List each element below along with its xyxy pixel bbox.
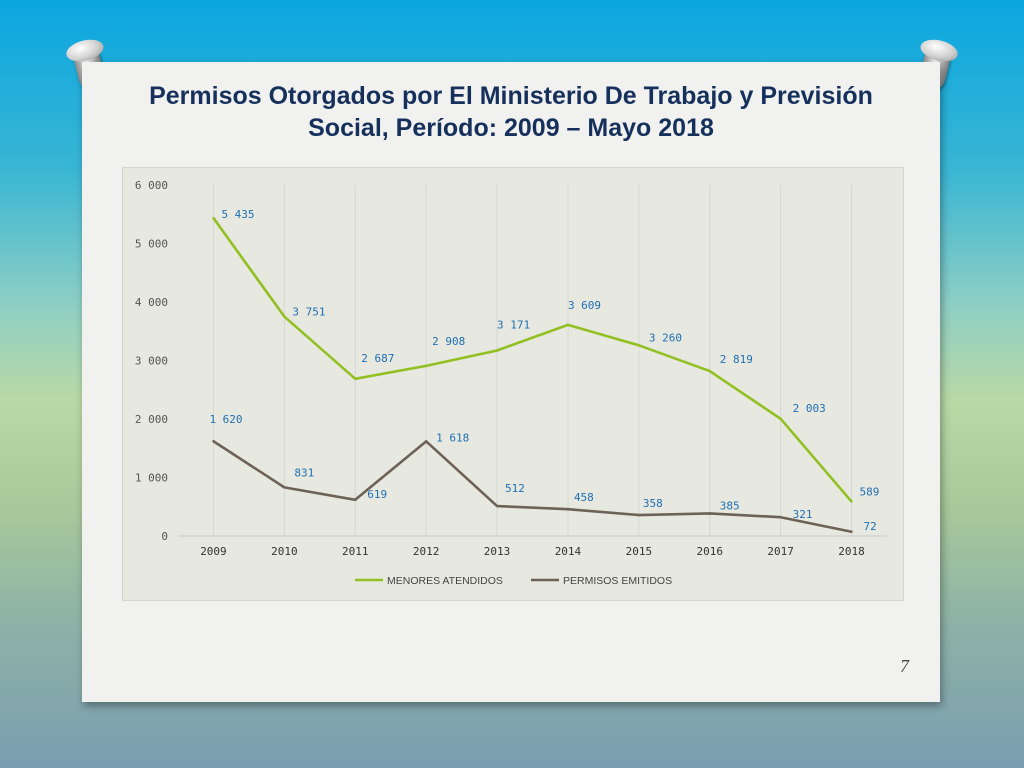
data-label-permisos-emitidos: 321 <box>793 508 813 521</box>
slide-title-line2: Social, Período: 2009 – Mayo 2018 <box>308 114 714 142</box>
data-point-permisos-emitidos <box>212 440 215 443</box>
data-point-permisos-emitidos <box>637 513 641 517</box>
data-label-permisos-emitidos: 512 <box>505 482 525 495</box>
x-tick-label: 2014 <box>555 545 582 558</box>
data-label-permisos-emitidos: 358 <box>643 497 663 510</box>
y-tick-label: 4 000 <box>135 296 168 309</box>
data-label-menores-atendidos: 3 171 <box>497 318 530 331</box>
data-point-permisos-emitidos <box>708 512 711 515</box>
data-label-menores-atendidos: 2 908 <box>432 335 465 348</box>
y-tick-label: 1 000 <box>135 472 168 485</box>
x-tick-label: 2015 <box>626 545 653 558</box>
data-label-menores-atendidos: 5 435 <box>221 208 254 221</box>
legend-label-menores-atendidos: MENORES ATENDIDOS <box>387 575 503 587</box>
slide-title: Permisos Otorgados por El Ministerio De … <box>82 80 940 144</box>
x-tick-label: 2011 <box>342 545 369 558</box>
data-point-menores-atendidos <box>354 377 357 381</box>
page-number: 7 <box>900 656 909 676</box>
chart-area: 0 1 000 2 000 3 000 4 000 5 000 6 000 2009 2010 2… <box>122 167 904 601</box>
data-label-permisos-emitidos: 1 620 <box>209 413 242 426</box>
y-tick-label: 6 000 <box>135 179 168 192</box>
series-line-permisos-emitidos <box>212 440 852 534</box>
data-point-permisos-emitidos <box>850 530 853 533</box>
data-label-permisos-emitidos: 72 <box>864 520 877 533</box>
data-label-menores-atendidos: 2 003 <box>793 402 826 415</box>
data-point-menores-atendidos <box>495 349 499 352</box>
data-point-permisos-emitidos <box>495 504 499 508</box>
x-tick-label: 2013 <box>484 545 511 558</box>
data-point-permisos-emitidos <box>354 498 357 501</box>
x-tick-label: 2010 <box>271 545 298 558</box>
data-label-menores-atendidos: 589 <box>860 486 880 499</box>
data-point-menores-atendidos <box>424 364 428 368</box>
data-label-permisos-emitidos: 1 618 <box>436 431 469 444</box>
x-tick-label: 2016 <box>697 545 724 558</box>
data-label-permisos-emitidos: 831 <box>294 466 314 479</box>
x-tick-label: 2009 <box>200 545 227 558</box>
data-label-menores-atendidos: 3 751 <box>292 306 325 319</box>
data-label-menores-atendidos: 3 609 <box>568 299 601 312</box>
y-tick-label: 3 000 <box>135 355 168 368</box>
x-tick-label: 2018 <box>838 545 865 558</box>
data-point-menores-atendidos <box>850 500 853 503</box>
data-point-menores-atendidos <box>566 323 570 327</box>
data-label-permisos-emitidos: 385 <box>720 499 740 512</box>
data-label-menores-atendidos: 3 260 <box>649 331 682 344</box>
data-point-permisos-emitidos <box>424 440 428 443</box>
y-tick-label: 5 000 <box>135 238 168 251</box>
data-label-menores-atendidos: 2 819 <box>720 353 753 366</box>
series-line-menores-atendidos <box>212 217 853 503</box>
y-tick-label: 0 <box>161 530 168 543</box>
data-point-permisos-emitidos <box>566 508 570 511</box>
data-point-menores-atendidos <box>212 216 215 220</box>
slide-title-line1: Permisos Otorgados por El Ministerio De … <box>149 82 873 110</box>
data-point-menores-atendidos <box>637 344 641 347</box>
data-point-menores-atendidos <box>283 315 286 318</box>
x-tick-label: 2012 <box>413 545 440 558</box>
x-tick-label: 2017 <box>767 545 794 558</box>
legend-label-permisos-emitidos: PERMISOS EMITIDOS <box>563 575 672 587</box>
data-label-permisos-emitidos: 619 <box>367 488 387 501</box>
data-point-permisos-emitidos <box>283 486 286 489</box>
data-point-permisos-emitidos <box>779 516 782 519</box>
line-chart: 0 1 000 2 000 3 000 4 000 5 000 6 000 2009 2010 2… <box>135 179 887 587</box>
data-label-menores-atendidos: 2 687 <box>361 352 394 365</box>
y-tick-label: 2 000 <box>135 413 168 426</box>
data-point-menores-atendidos <box>779 417 782 421</box>
data-label-permisos-emitidos: 458 <box>574 491 594 504</box>
data-point-menores-atendidos <box>708 369 711 373</box>
